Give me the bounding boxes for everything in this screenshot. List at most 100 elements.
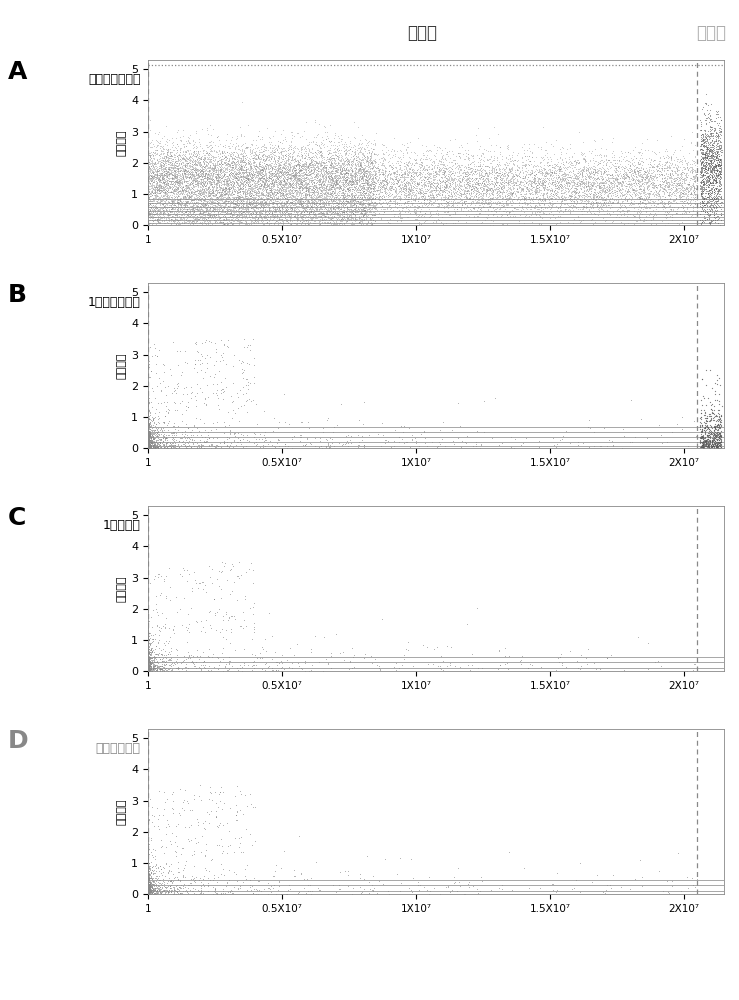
Point: [285, 177, 296, 193]
Point: [568, 193, 579, 209]
Point: [214, 156, 226, 172]
Point: [142, 885, 154, 901]
Point: [453, 148, 465, 164]
Point: [147, 661, 159, 677]
Point: [142, 885, 154, 901]
Point: [143, 883, 154, 899]
Point: [537, 188, 549, 204]
Point: [706, 402, 718, 418]
Point: [142, 437, 154, 453]
Point: [330, 173, 342, 189]
Point: [142, 884, 154, 900]
Point: [705, 96, 717, 112]
Point: [145, 431, 157, 447]
Point: [178, 215, 190, 231]
Point: [205, 190, 217, 206]
Point: [255, 170, 267, 186]
Point: [357, 200, 369, 216]
Point: [596, 171, 607, 187]
Point: [142, 440, 154, 456]
Point: [318, 197, 330, 213]
Point: [664, 194, 676, 210]
Point: [142, 434, 154, 450]
Point: [313, 163, 324, 179]
Point: [460, 160, 472, 176]
Point: [195, 623, 207, 639]
Point: [142, 418, 154, 434]
Point: [254, 180, 266, 196]
Point: [548, 169, 560, 185]
Point: [712, 147, 723, 163]
Point: [705, 419, 717, 435]
Point: [440, 176, 452, 192]
Point: [302, 160, 314, 176]
Point: [708, 406, 720, 422]
Point: [310, 196, 321, 212]
Point: [685, 185, 697, 201]
Point: [176, 430, 188, 446]
Point: [349, 168, 361, 184]
Point: [312, 165, 324, 181]
Point: [702, 178, 714, 194]
Point: [142, 885, 154, 901]
Point: [176, 207, 188, 223]
Point: [158, 215, 170, 231]
Point: [644, 156, 656, 172]
Point: [434, 166, 446, 182]
Point: [467, 194, 479, 210]
Point: [319, 201, 331, 217]
Point: [714, 438, 726, 454]
Point: [184, 155, 196, 171]
Point: [345, 169, 357, 185]
Point: [421, 438, 433, 454]
Point: [142, 439, 154, 455]
Point: [453, 165, 465, 181]
Point: [541, 164, 553, 180]
Point: [151, 202, 163, 218]
Point: [420, 168, 432, 184]
Point: [143, 651, 155, 667]
Point: [142, 374, 154, 390]
Point: [219, 155, 231, 171]
Point: [347, 176, 359, 192]
Point: [321, 124, 333, 140]
Point: [149, 166, 161, 182]
Point: [146, 885, 158, 901]
Point: [696, 183, 708, 199]
Point: [177, 165, 188, 181]
Point: [375, 175, 387, 191]
Point: [307, 184, 319, 200]
Point: [567, 172, 579, 188]
Point: [262, 178, 274, 194]
Point: [142, 430, 154, 446]
Point: [703, 421, 715, 437]
Point: [338, 185, 350, 201]
Point: [143, 426, 154, 442]
Point: [412, 193, 423, 209]
Point: [710, 418, 722, 434]
Point: [314, 171, 326, 187]
Point: [358, 164, 370, 180]
Point: [331, 203, 343, 219]
Point: [507, 177, 519, 193]
Point: [142, 426, 154, 442]
Point: [453, 170, 465, 186]
Point: [150, 158, 162, 174]
Point: [596, 192, 607, 208]
Point: [369, 174, 381, 190]
Point: [142, 662, 154, 678]
Point: [261, 177, 273, 193]
Point: [320, 179, 332, 195]
Point: [589, 181, 601, 197]
Point: [598, 182, 610, 198]
Point: [282, 164, 294, 180]
Point: [144, 139, 156, 155]
Point: [388, 175, 400, 191]
Point: [515, 174, 527, 190]
Point: [162, 191, 174, 207]
Point: [409, 193, 421, 209]
Point: [142, 651, 154, 667]
Point: [142, 663, 154, 679]
Point: [344, 653, 355, 669]
Point: [161, 144, 173, 160]
